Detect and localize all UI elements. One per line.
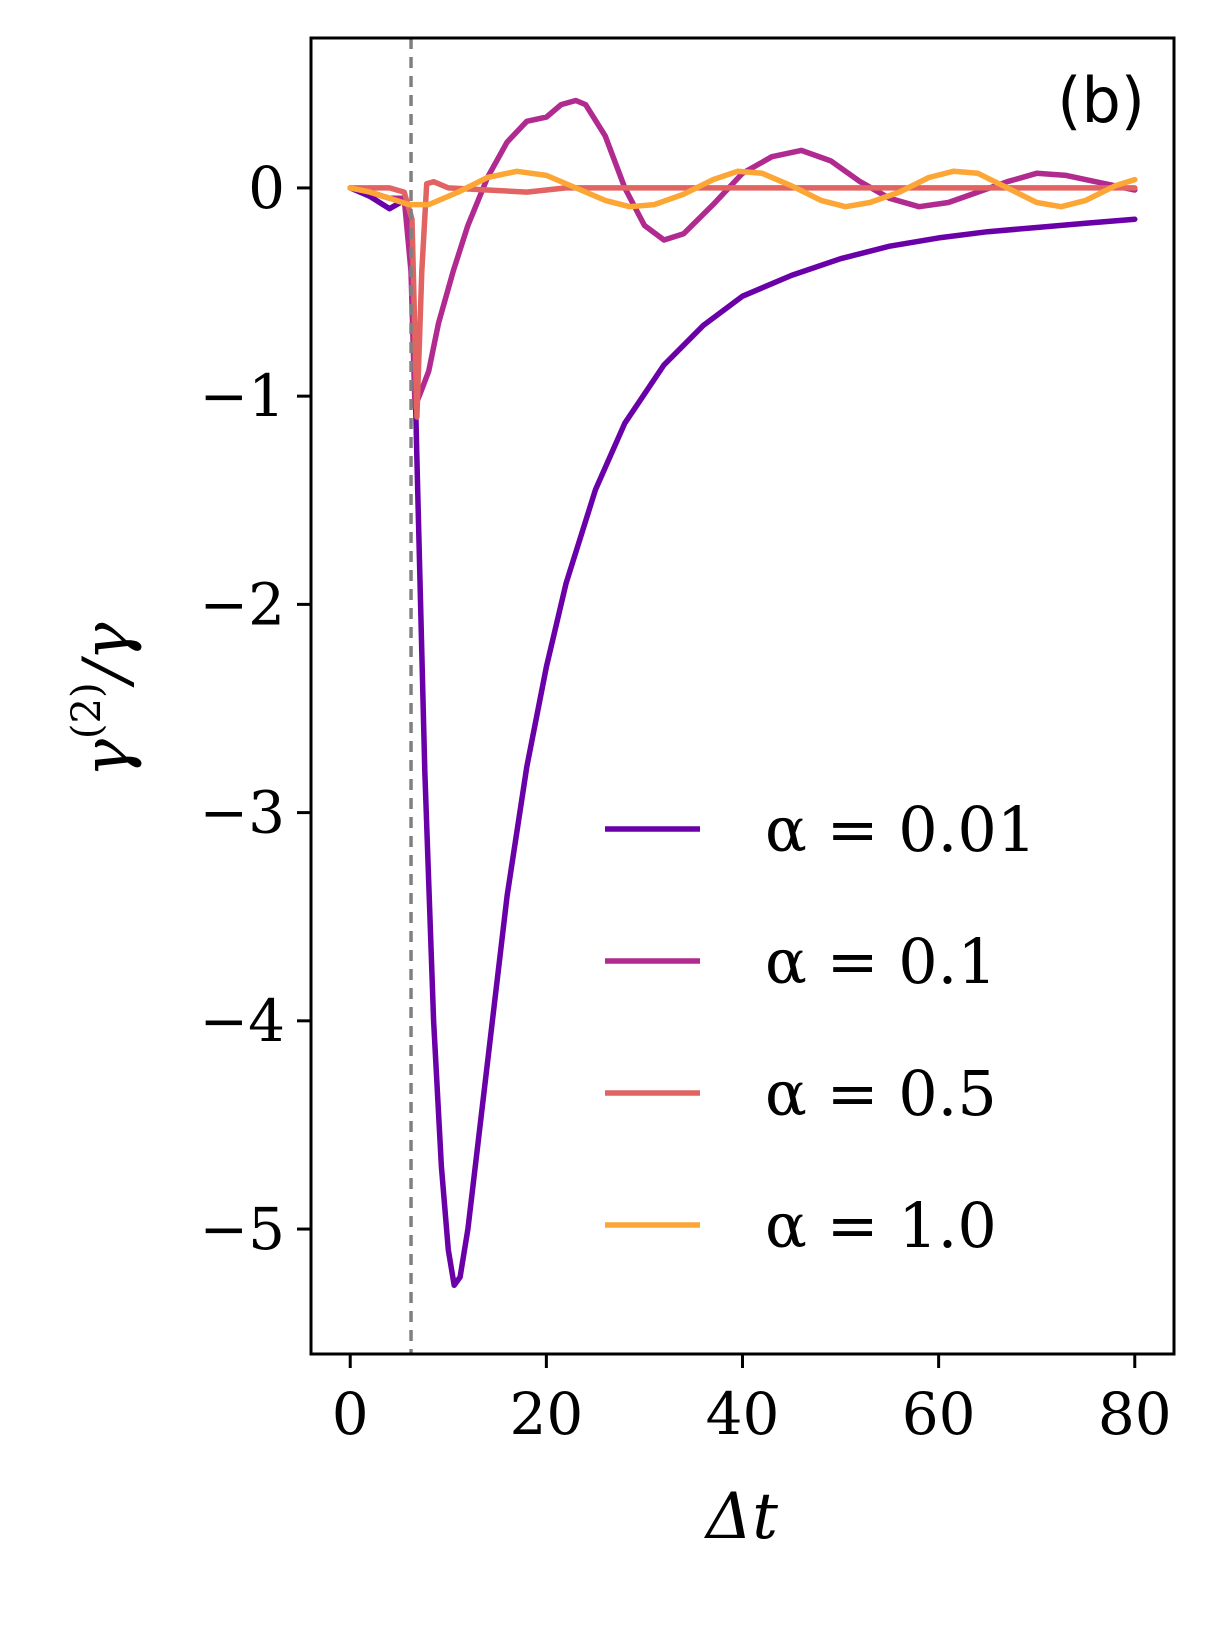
y-tick-label-4: −4 [200, 987, 286, 1055]
x-tick-label-1: 20 [509, 1380, 583, 1448]
y-tick-label-2: −2 [200, 570, 286, 638]
y-tick-label-3: −3 [200, 779, 286, 847]
y-axis-label-superscript: (2) [64, 682, 110, 739]
panel-label: (b) [1057, 64, 1145, 137]
x-tick-label-0: 0 [332, 1380, 369, 1448]
ticks-layer: 0 20 40 60 80 0 −1 −2 −3 −4 −5 [200, 154, 1172, 1448]
legend-label-0: α = 0.01 [765, 793, 1036, 866]
y-axis-label-main: γ [70, 738, 144, 777]
y-tick-label-1: −1 [200, 362, 286, 430]
x-tick-label-4: 80 [1098, 1380, 1172, 1448]
x-tick-label-3: 60 [902, 1380, 976, 1448]
legend-label-2: α = 0.5 [765, 1057, 997, 1130]
x-tick-label-2: 40 [706, 1380, 780, 1448]
y-axis-label: γ(2)/γ [64, 622, 144, 777]
svg-text:γ(2)/γ: γ(2)/γ [64, 622, 144, 777]
y-tick-label-0: 0 [248, 154, 285, 222]
legend-label-1: α = 0.1 [765, 925, 997, 998]
legend-label-3: α = 1.0 [765, 1189, 997, 1262]
series-line-0 [347, 185, 1138, 1289]
y-axis-label-tail: /γ [70, 622, 144, 689]
series-line-3 [347, 168, 1138, 210]
legend: α = 0.01 α = 0.1 α = 0.5 α = 1.0 [605, 793, 1036, 1262]
series-line-1 [347, 97, 1138, 410]
series-layer [347, 97, 1138, 1289]
y-tick-label-5: −5 [200, 1195, 286, 1263]
x-axis-label: Δt [703, 1480, 778, 1554]
